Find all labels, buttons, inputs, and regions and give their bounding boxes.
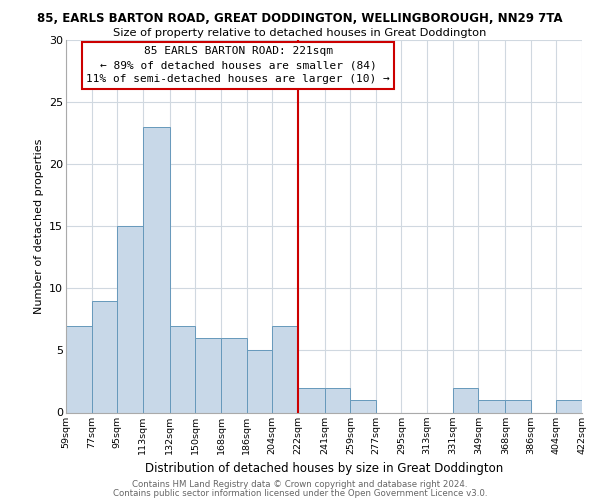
Bar — [117, 226, 143, 412]
Bar — [325, 388, 350, 412]
Bar — [143, 127, 170, 412]
Text: Size of property relative to detached houses in Great Doddington: Size of property relative to detached ho… — [113, 28, 487, 38]
X-axis label: Distribution of detached houses by size in Great Doddington: Distribution of detached houses by size … — [145, 462, 503, 475]
Bar — [478, 400, 505, 412]
Y-axis label: Number of detached properties: Number of detached properties — [34, 138, 44, 314]
Bar — [196, 338, 221, 412]
Bar — [221, 338, 247, 412]
Bar — [247, 350, 272, 412]
Bar — [452, 388, 478, 412]
Bar — [272, 326, 298, 412]
Bar — [170, 326, 196, 412]
Bar — [298, 388, 325, 412]
Bar — [92, 301, 117, 412]
Bar — [556, 400, 582, 412]
Text: 85, EARLS BARTON ROAD, GREAT DODDINGTON, WELLINGBOROUGH, NN29 7TA: 85, EARLS BARTON ROAD, GREAT DODDINGTON,… — [37, 12, 563, 26]
Text: 85 EARLS BARTON ROAD: 221sqm
← 89% of detached houses are smaller (84)
11% of se: 85 EARLS BARTON ROAD: 221sqm ← 89% of de… — [86, 46, 390, 84]
Text: Contains HM Land Registry data © Crown copyright and database right 2024.: Contains HM Land Registry data © Crown c… — [132, 480, 468, 489]
Bar — [350, 400, 376, 412]
Bar — [505, 400, 531, 412]
Bar — [66, 326, 92, 412]
Text: Contains public sector information licensed under the Open Government Licence v3: Contains public sector information licen… — [113, 488, 487, 498]
